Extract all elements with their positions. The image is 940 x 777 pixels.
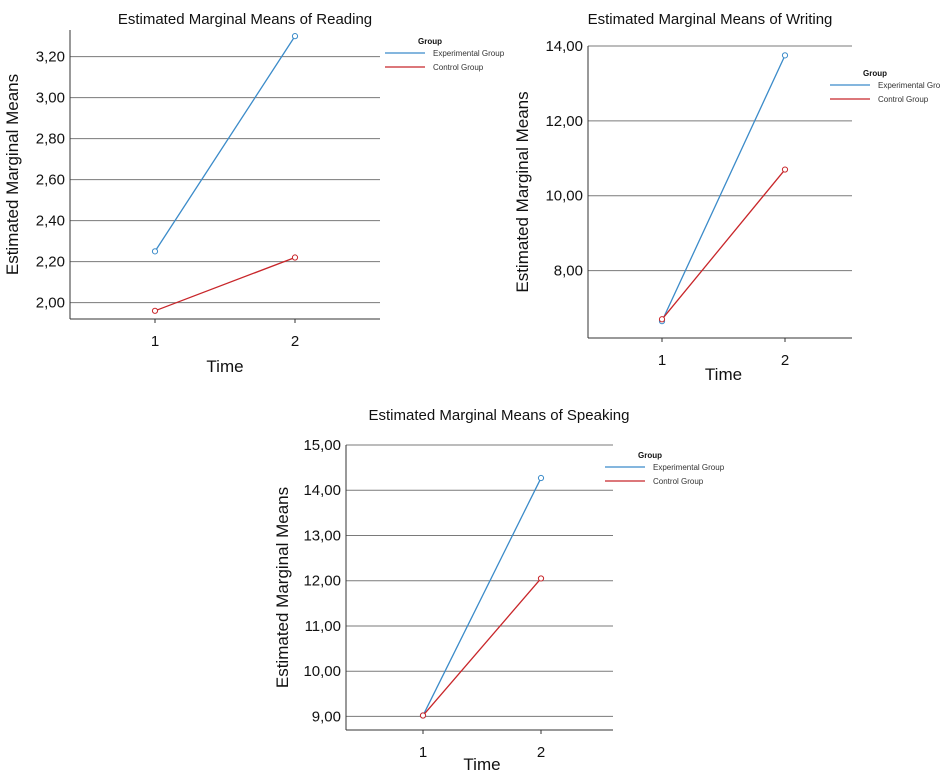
legend-title: Group [863,69,887,78]
data-point [419,712,427,719]
y-tick-label: 2,00 [36,295,65,312]
y-tick-label: 2,80 [36,131,65,148]
data-point [291,33,299,40]
legend-entry: Control Group [878,95,929,104]
legend: Group Experimental Group Control Group [605,451,725,486]
data-point [537,474,545,482]
legend-title: Group [638,451,662,460]
y-tick-label: 2,20 [36,254,65,271]
x-tick-label: 2 [291,333,299,350]
x-tick-label: 1 [151,333,159,350]
chart-1: Estimated Marginal Means of Reading 2,00 2… [3,11,505,376]
legend-entry: Control Group [653,477,704,486]
y-tick-label: 11,00 [305,618,341,635]
legend: Group Experimental Group Control Group [385,37,505,72]
y-axis-label: Estimated Marginal Means [273,487,292,688]
y-tick-label: 14,00 [303,482,341,499]
y-tick-label: 2,40 [36,213,65,230]
data-point [781,166,789,173]
chart-2: Estimated Marginal Means of Writing 8,00 1… [513,11,940,384]
y-tick-label: 3,20 [36,49,65,66]
chart-title: Estimated Marginal Means of Writing [588,11,833,28]
series-line-control [154,256,296,312]
y-tick-label: 12,00 [545,113,583,130]
y-tick-label: 14,00 [545,38,583,55]
x-axis-label: Time [206,357,243,376]
chart-title: Estimated Marginal Means of Reading [118,11,372,28]
data-point [151,248,159,255]
x-axis-label: Time [463,755,500,774]
x-tick-label: 1 [419,744,427,761]
legend-entry: Control Group [433,63,484,72]
y-tick-label: 8,00 [554,263,583,280]
y-axis-label: Estimated Marginal Means [513,91,532,292]
chart-3: Estimated Marginal Means of Speaking 9,00… [273,407,725,774]
data-point [291,254,299,261]
y-tick-label: 2,60 [36,172,65,189]
series-line-control [661,169,786,320]
legend: Group Experimental Group Control Group [830,69,940,104]
y-tick-label: 9,00 [312,708,341,725]
legend-entry: Experimental Group [653,463,725,472]
series-line-control [422,578,542,716]
y-tick-label: 12,00 [303,573,341,590]
y-tick-label: 10,00 [303,663,341,680]
x-axis-label: Time [705,365,742,384]
legend-entry: Experimental Group [433,49,505,58]
y-axis-label: Estimated Marginal Means [3,74,22,275]
series-line-experimental [661,55,786,322]
data-point [781,52,789,59]
y-tick-label: 15,00 [303,437,341,454]
legend-title: Group [418,37,442,46]
data-point [151,307,159,314]
y-tick-label: 3,00 [36,90,65,107]
series-line-experimental [422,477,542,716]
data-point [537,575,545,582]
x-tick-label: 1 [658,352,666,369]
data-point [658,316,666,323]
y-tick-label: 10,00 [545,188,583,205]
series-line-experimental [154,35,296,252]
legend-entry: Experimental Group [878,81,940,90]
x-tick-label: 2 [781,352,789,369]
chart-title: Estimated Marginal Means of Speaking [369,407,630,424]
y-tick-label: 13,00 [303,527,341,544]
x-tick-label: 2 [537,744,545,761]
